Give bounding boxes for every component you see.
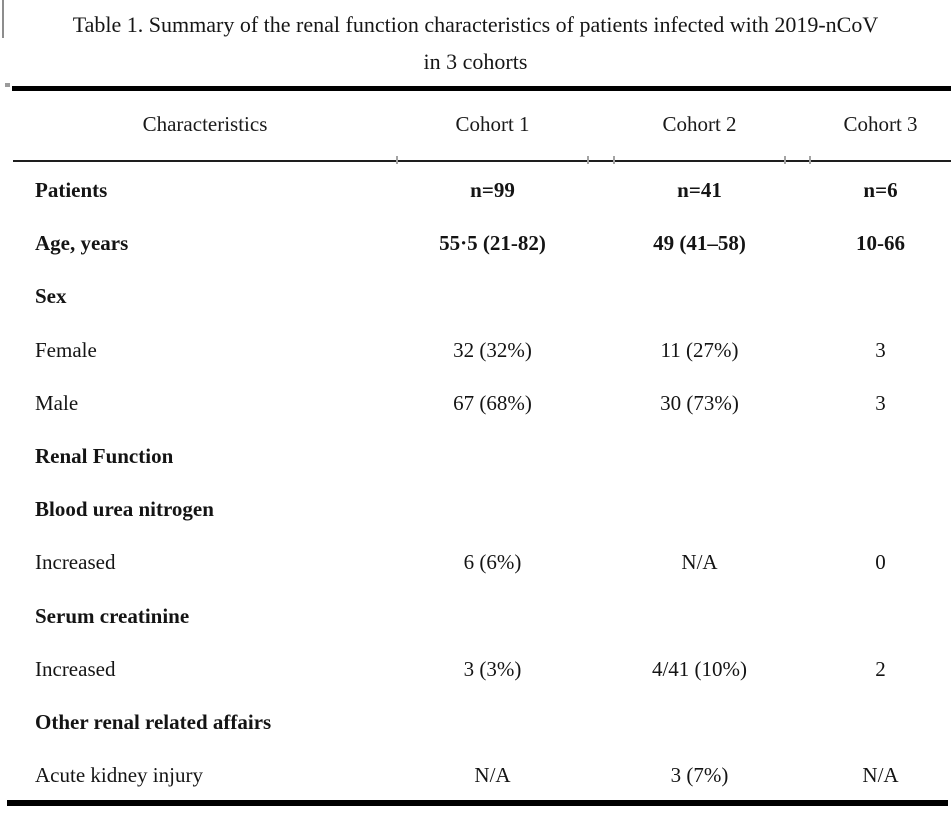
cell-cohort-1: n=99 bbox=[470, 178, 515, 203]
cell-cohort-1: 32 (32%) bbox=[453, 337, 532, 362]
table-row: Other renal related affairs bbox=[13, 696, 951, 749]
table-row: Female 32 (32%) 11 (27%) 3 bbox=[13, 324, 951, 377]
table-row: Male 67 (68%) 30 (73%) 3 bbox=[13, 377, 951, 430]
column-tick bbox=[396, 156, 398, 164]
column-tick bbox=[587, 156, 589, 164]
header-cohort-2: Cohort 2 bbox=[662, 111, 737, 136]
header-rule bbox=[13, 160, 951, 162]
row-label: Male bbox=[35, 390, 79, 415]
cell-cohort-2: N/A bbox=[681, 550, 718, 575]
cell-cohort-2: n=41 bbox=[677, 178, 722, 203]
table-caption: Table 1. Summary of the renal function c… bbox=[0, 6, 951, 80]
row-label: Increased bbox=[35, 550, 116, 575]
table-caption-line1: Table 1. Summary of the renal function c… bbox=[72, 12, 879, 37]
cell-cohort-3: 3 bbox=[875, 390, 886, 415]
cell-cohort-3: N/A bbox=[862, 763, 899, 788]
cell-cohort-2: 49 (41–58) bbox=[653, 231, 746, 256]
cell-cohort-2: 11 (27%) bbox=[660, 337, 739, 362]
cell-cohort-3: 0 bbox=[875, 550, 886, 575]
cell-cohort-3: 10-66 bbox=[856, 231, 905, 256]
row-label: Renal Function bbox=[35, 444, 174, 469]
cell-cohort-3: 2 bbox=[875, 656, 886, 681]
column-tick bbox=[809, 156, 811, 164]
cell-cohort-3: n=6 bbox=[863, 178, 898, 203]
row-label: Age, years bbox=[35, 231, 129, 256]
table-body: Patients n=99 n=41 n=6 Age, years 55·5 (21-82… bbox=[13, 164, 951, 802]
header-cohort-1: Cohort 1 bbox=[455, 111, 530, 136]
column-tick bbox=[784, 156, 786, 164]
cell-cohort-2: 3 (7%) bbox=[670, 763, 729, 788]
top-rule bbox=[12, 86, 951, 91]
bottom-rule bbox=[7, 800, 948, 806]
row-label: Acute kidney injury bbox=[35, 763, 203, 788]
header-characteristics: Characteristics bbox=[142, 111, 268, 136]
row-label: Serum creatinine bbox=[35, 603, 190, 628]
row-label: Female bbox=[35, 337, 97, 362]
cell-cohort-2: 30 (73%) bbox=[660, 390, 739, 415]
column-tick bbox=[613, 156, 615, 164]
row-label: Increased bbox=[35, 656, 116, 681]
table-row: Sex bbox=[13, 270, 951, 323]
cell-cohort-2: 4/41 (10%) bbox=[651, 656, 748, 681]
cell-cohort-3: 3 bbox=[875, 337, 886, 362]
table-caption-line2: in 3 cohorts bbox=[423, 49, 528, 74]
row-label: Blood urea nitrogen bbox=[35, 497, 214, 522]
table-row: Age, years 55·5 (21-82) 49 (41–58) 10-66 bbox=[13, 217, 951, 270]
cell-cohort-1: 55·5 (21-82) bbox=[439, 231, 546, 256]
row-label: Sex bbox=[35, 284, 67, 309]
table-row: Acute kidney injury N/A 3 (7%) N/A bbox=[13, 749, 951, 802]
table-header-row: Characteristics Cohort 1 Cohort 2 Cohort… bbox=[13, 100, 951, 148]
table-row: Serum creatinine bbox=[13, 590, 951, 643]
row-label: Other renal related affairs bbox=[35, 709, 272, 734]
cell-cohort-1: 6 (6%) bbox=[463, 550, 522, 575]
scan-dot-artifact bbox=[5, 83, 10, 87]
cell-cohort-1: 3 (3%) bbox=[463, 656, 522, 681]
table-row: Patients n=99 n=41 n=6 bbox=[13, 164, 951, 217]
cell-cohort-1: N/A bbox=[474, 763, 511, 788]
table-row: Increased 3 (3%) 4/41 (10%) 2 bbox=[13, 643, 951, 696]
row-label: Patients bbox=[35, 178, 108, 203]
table-row: Blood urea nitrogen bbox=[13, 483, 951, 536]
cell-cohort-1: 67 (68%) bbox=[453, 390, 532, 415]
header-cohort-3: Cohort 3 bbox=[843, 111, 918, 136]
table-row: Increased 6 (6%) N/A 0 bbox=[13, 536, 951, 589]
table-row: Renal Function bbox=[13, 430, 951, 483]
scan-edge-artifact bbox=[2, 0, 4, 38]
